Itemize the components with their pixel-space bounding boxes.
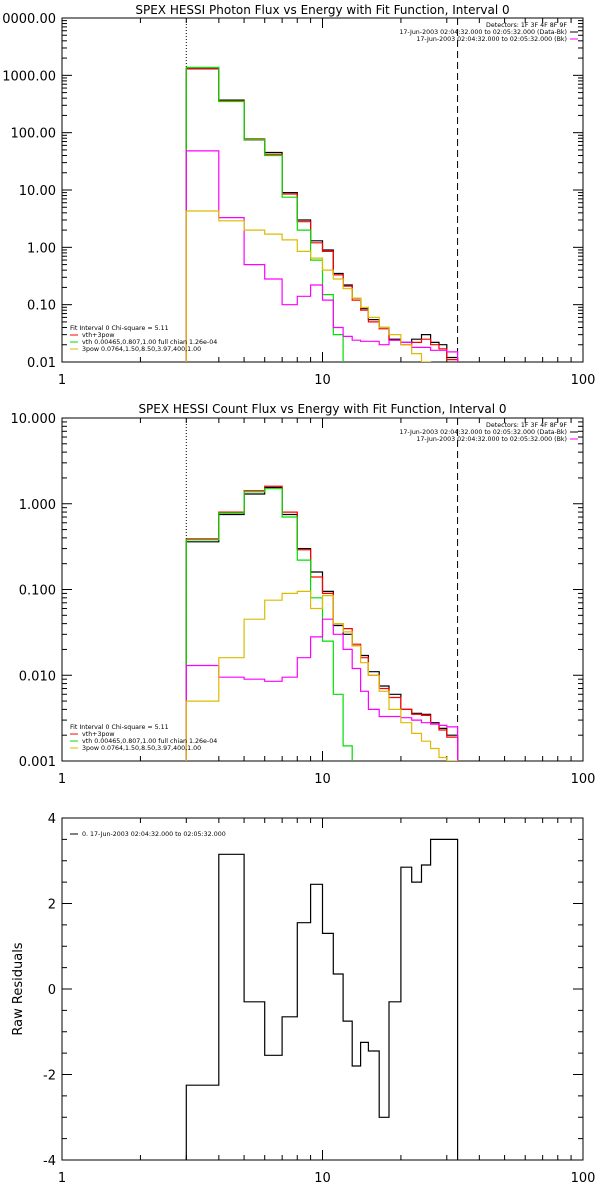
series-line-0 (185, 486, 459, 761)
info-line: 17-Jun-2003 02:04:32.000 to 02:05:32.000… (416, 36, 567, 43)
info-line: 17-Jun-2003 02:04:32.000 to 02:05:32.000… (416, 436, 567, 443)
y-tick-label: 2 (48, 898, 56, 913)
legend-entry: vth 0.00465,0.807,1.00 full chian 1.26e-… (82, 339, 217, 346)
y-tick-label: 0.100 (19, 584, 56, 599)
legend-entry: vth+3pow (82, 731, 114, 738)
info-line: Detectors: 1F 3F 4F 8F 9F (486, 422, 567, 429)
x-tick-label: 10 (314, 1171, 331, 1186)
legend-entry: 3pow 0.0764,1.50,8.50,3.97,400,1.00 (82, 745, 201, 752)
y-tick-label: 0.001 (19, 755, 56, 770)
plot-frame (61, 817, 584, 1161)
chart-panel-1: SPEX HESSI Count Flux vs Energy with Fit… (11, 402, 596, 787)
series-line-2 (185, 66, 344, 362)
series-line-0 (185, 838, 459, 1160)
y-tick-label: 0.10 (27, 299, 56, 314)
chart-panel-0: SPEX HESSI Photon Flux vs Energy with Fi… (2, 3, 596, 388)
y-tick-label: 100.00 (11, 127, 57, 142)
chart-title: SPEX HESSI Photon Flux vs Energy with Fi… (135, 3, 509, 17)
y-tick-label: 1.00 (27, 241, 56, 256)
x-tick-label: 100 (571, 1171, 596, 1186)
chart-title: SPEX HESSI Count Flux vs Energy with Fit… (138, 402, 506, 416)
series-line-4 (185, 210, 432, 362)
series-line-1 (185, 67, 459, 362)
series-line-4 (185, 590, 459, 761)
legend-header: Fit Interval 0 Chi-square = 5.11 (70, 325, 169, 332)
info-line: 17-Jun-2003 02:04:32.000 to 02:05:32.000… (399, 429, 567, 436)
data-layer (185, 838, 459, 1160)
legend-entry: vth+3pow (82, 332, 114, 339)
series-line-0 (185, 68, 459, 362)
y-tick-label: 0000.00 (2, 12, 56, 27)
x-tick-label: 1 (58, 1171, 66, 1186)
y-tick-label: 4 (48, 812, 56, 827)
data-layer (185, 66, 459, 362)
y-tick-label: -4 (43, 1154, 56, 1169)
y-tick-label: 0.010 (19, 669, 56, 684)
x-tick-label: 100 (571, 373, 596, 388)
x-tick-label: 1 (58, 772, 66, 787)
series-line-2 (185, 488, 353, 761)
legend-entry: 0. 17-Jun-2003 02:04:32.000 to 02:05:32.… (82, 831, 226, 838)
y-tick-label: 10.000 (11, 412, 57, 427)
series-line-1 (185, 485, 459, 761)
x-tick-label: 10 (314, 373, 331, 388)
info-line: 17-Jun-2003 02:04:32.000 to 02:05:32.000… (399, 29, 567, 36)
y-tick-label: 0.01 (27, 356, 56, 371)
x-tick-label: 1 (58, 373, 66, 388)
series-line-3 (185, 618, 459, 761)
y-axis-label: Raw Residuals (11, 942, 26, 1035)
plot-frame (61, 17, 584, 363)
y-tick-label: -2 (43, 1069, 56, 1084)
y-tick-label: 0 (48, 983, 56, 998)
x-tick-label: 100 (571, 772, 596, 787)
y-tick-label: 1.000 (19, 498, 56, 513)
legend-entry: 3pow 0.0764,1.50,8.50,3.97,400,1.00 (82, 346, 201, 353)
y-tick-label: 10.00 (19, 184, 56, 199)
legend-entry: vth 0.00465,0.807,1.00 full chian 1.26e-… (82, 738, 217, 745)
y-tick-label: 1000.00 (2, 69, 56, 84)
series-line-3 (185, 150, 459, 362)
legend-header: Fit Interval 0 Chi-square = 5.11 (70, 724, 169, 731)
info-line: Detectors: 1F 3F 4F 8F 9F (486, 22, 567, 29)
data-layer (185, 485, 459, 761)
chart-panel-2: 1 10 100 -4 -2 0 2 4 Raw Residuals 0. 17-Jun-2003… (11, 812, 596, 1186)
x-tick-label: 10 (314, 772, 331, 787)
